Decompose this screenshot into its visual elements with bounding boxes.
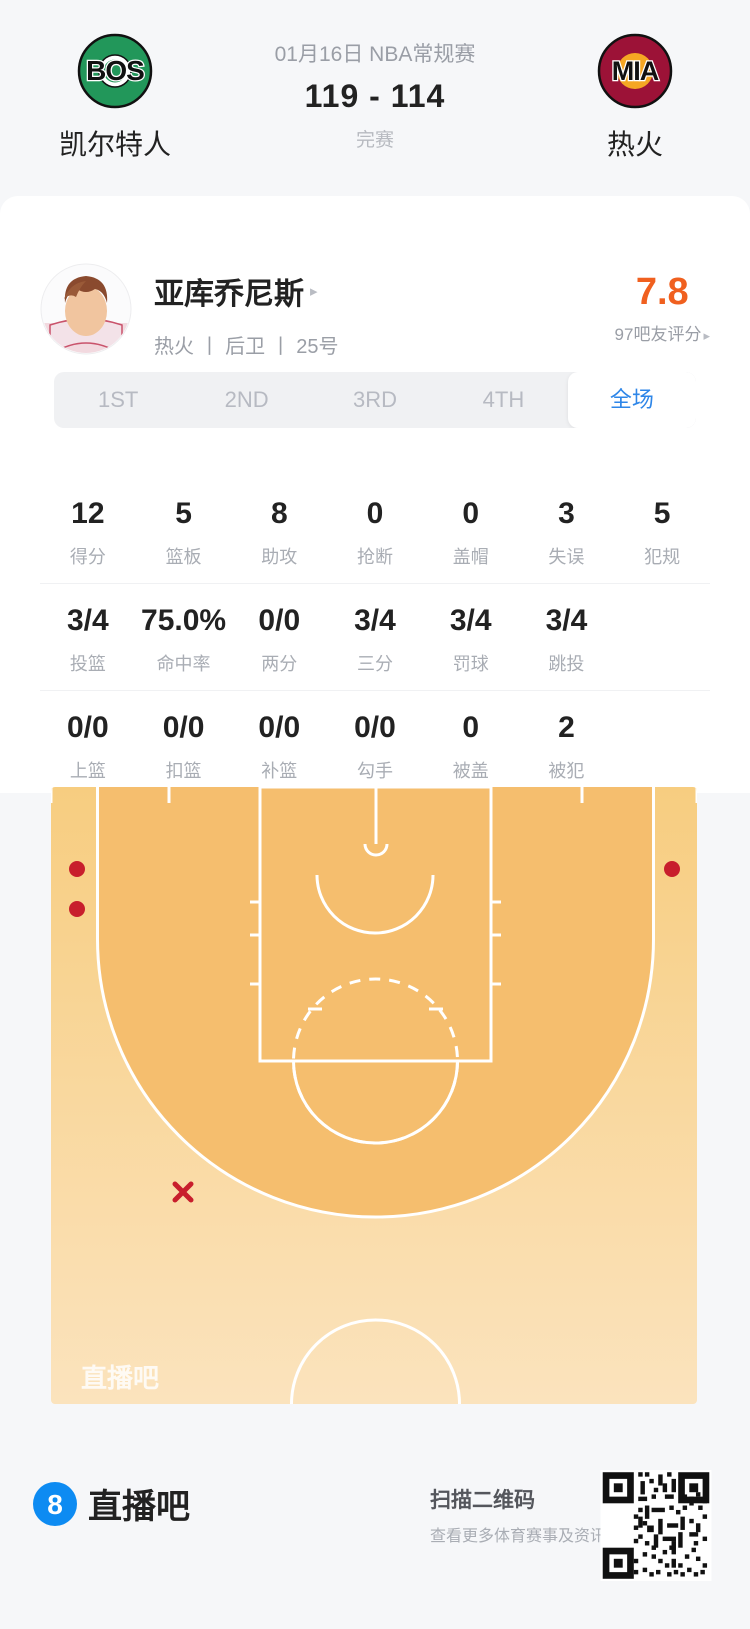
- svg-text:直播吧: 直播吧: [81, 1363, 159, 1393]
- svg-text:8: 8: [47, 1489, 63, 1520]
- svg-text:MIA: MIA: [612, 56, 659, 86]
- svg-text:BOS: BOS: [86, 55, 144, 86]
